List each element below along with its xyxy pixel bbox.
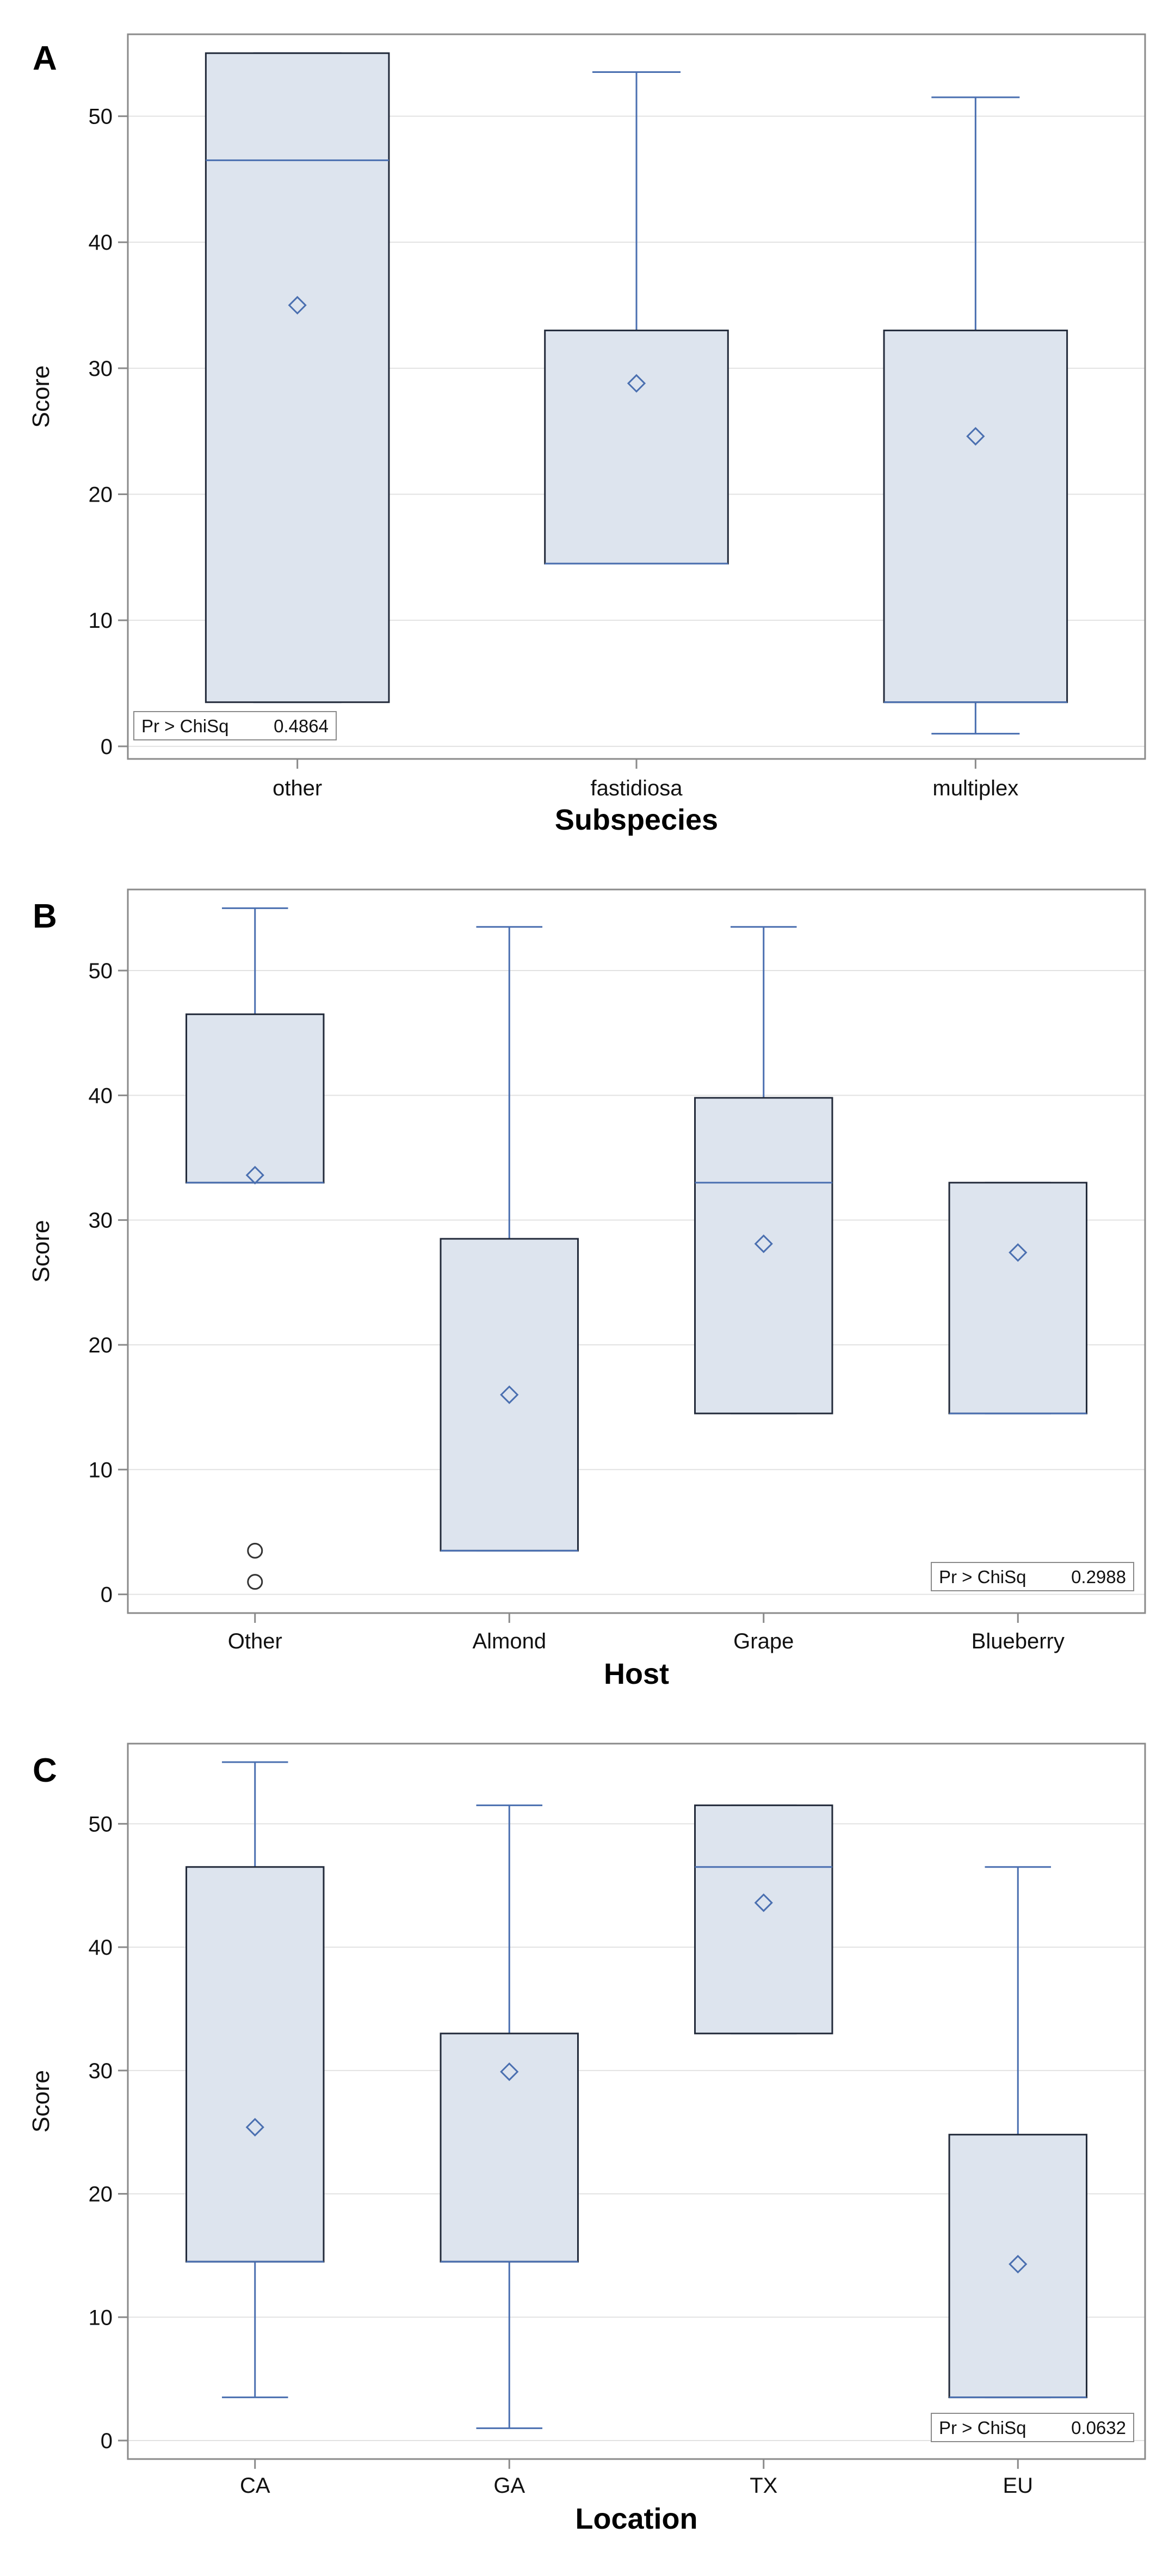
y-tick-label: 30 bbox=[89, 1209, 113, 1233]
outlier-point bbox=[247, 1542, 263, 1559]
box-fastidiosa bbox=[544, 71, 729, 565]
x-axis-label: Host bbox=[604, 1658, 669, 1690]
iqr-box bbox=[205, 52, 390, 703]
box-other bbox=[205, 52, 390, 703]
x-tick-label: EU bbox=[1003, 2474, 1033, 2498]
p-value-box: Pr > ChiSq 0.4864 bbox=[133, 711, 337, 740]
x-tick-label: Blueberry bbox=[972, 1629, 1065, 1653]
x-tick-label: Other bbox=[228, 1629, 282, 1653]
y-tick-label: 0 bbox=[101, 1583, 113, 1607]
iqr-box bbox=[948, 2134, 1087, 2399]
y-tick-label: 0 bbox=[101, 735, 113, 759]
box-almond bbox=[440, 926, 579, 1552]
mean-marker bbox=[288, 295, 307, 315]
iqr-box bbox=[440, 2033, 579, 2263]
y-tick-label: 30 bbox=[89, 357, 113, 381]
y-tick-label: 20 bbox=[89, 1333, 113, 1357]
mean-marker bbox=[245, 2117, 264, 2137]
p-value-frame bbox=[133, 711, 337, 740]
y-tick-label: 20 bbox=[89, 483, 113, 507]
mean-marker bbox=[245, 1165, 264, 1185]
mean-marker bbox=[627, 374, 646, 393]
y-tick-label: 30 bbox=[89, 2059, 113, 2083]
y-tick-label: 10 bbox=[89, 2306, 113, 2330]
y-tick-label: 10 bbox=[89, 1458, 113, 1482]
plot-frame bbox=[127, 1743, 1146, 2460]
x-tick-label: multiplex bbox=[932, 776, 1018, 800]
y-tick-label: 10 bbox=[89, 609, 113, 633]
mean-marker bbox=[754, 1234, 773, 1253]
p-value-value: 0.2988 bbox=[1071, 1567, 1126, 1587]
box-grape bbox=[694, 926, 833, 1414]
box-tx bbox=[694, 1804, 833, 2035]
y-tick-label: 20 bbox=[89, 2183, 113, 2207]
p-value-label: Pr > ChiSq bbox=[939, 2418, 1026, 2438]
box-multiplex bbox=[883, 96, 1068, 735]
x-tick-label: CA bbox=[240, 2474, 270, 2498]
x-tick-label: Grape bbox=[733, 1629, 794, 1653]
p-value-value: 0.0632 bbox=[1071, 2418, 1126, 2438]
y-tick-label: 50 bbox=[89, 105, 113, 129]
y-tick-label: 50 bbox=[89, 1812, 113, 1836]
iqr-box bbox=[948, 1182, 1087, 1414]
box-eu bbox=[948, 1866, 1087, 2399]
y-tick-label: 40 bbox=[89, 1084, 113, 1108]
panel-label: C bbox=[33, 1752, 57, 1789]
outlier-point bbox=[247, 1574, 263, 1590]
p-value-box: Pr > ChiSq 0.2988 bbox=[931, 1562, 1134, 1591]
panel-label: B bbox=[33, 898, 57, 935]
p-value-frame bbox=[931, 2413, 1134, 2442]
x-tick-label: fastidiosa bbox=[591, 776, 683, 800]
x-tick-label: TX bbox=[750, 2474, 777, 2498]
iqr-box bbox=[185, 1866, 325, 2263]
box-blueberry bbox=[948, 1182, 1087, 1414]
y-tick-label: 50 bbox=[89, 959, 113, 983]
x-tick-label: Almond bbox=[472, 1629, 546, 1653]
x-tick-label: other bbox=[273, 776, 322, 800]
panel-b: 0 10 20 30 40 50 Score B Other Almond Grape Blueber… bbox=[28, 888, 1146, 1690]
iqr-box bbox=[440, 1238, 579, 1552]
y-tick-label: 0 bbox=[101, 2429, 113, 2453]
iqr-box bbox=[544, 329, 729, 565]
y-axis-label: Score bbox=[28, 366, 54, 428]
y-tick-label: 40 bbox=[89, 231, 113, 255]
x-axis-label: Subspecies bbox=[555, 804, 718, 836]
x-tick-label: GA bbox=[493, 2474, 525, 2498]
box-ca bbox=[185, 1761, 325, 2399]
box-other bbox=[185, 907, 325, 1185]
mean-marker bbox=[1009, 2254, 1028, 2274]
mean-marker bbox=[1009, 1243, 1028, 1262]
y-axis-label: Score bbox=[28, 2070, 54, 2133]
panel-c: 0 10 20 30 40 50 Score C CA GA TX EU Location Pr > Ch… bbox=[28, 1743, 1146, 2535]
mean-marker bbox=[500, 1385, 519, 1404]
y-axis-label: Score bbox=[28, 1220, 54, 1283]
panel-label: A bbox=[33, 40, 57, 77]
x-axis-label: Location bbox=[576, 2503, 698, 2535]
plot-frame bbox=[127, 888, 1146, 1614]
mean-marker bbox=[500, 2062, 519, 2081]
p-value-label: Pr > ChiSq bbox=[939, 1567, 1026, 1587]
p-value-label: Pr > ChiSq bbox=[141, 716, 229, 736]
p-value-box: Pr > ChiSq 0.0632 bbox=[931, 2413, 1134, 2442]
y-tick-label: 40 bbox=[89, 1936, 113, 1960]
iqr-box bbox=[883, 329, 1068, 703]
box-ga bbox=[440, 1804, 579, 2429]
p-value-value: 0.4864 bbox=[274, 716, 329, 736]
mean-marker bbox=[754, 1893, 773, 1912]
mean-marker bbox=[966, 427, 985, 446]
iqr-box bbox=[694, 1097, 833, 1414]
p-value-frame bbox=[931, 1562, 1134, 1591]
iqr-box bbox=[694, 1804, 833, 2035]
iqr-box bbox=[185, 1013, 325, 1184]
